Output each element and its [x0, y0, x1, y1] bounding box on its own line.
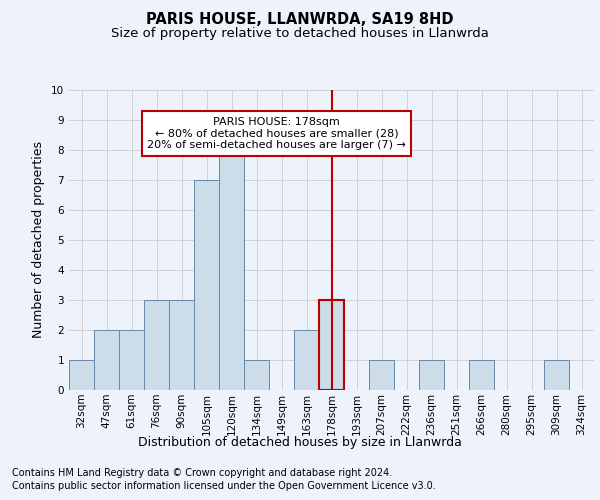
Bar	[69, 360, 94, 390]
Bar	[294, 330, 319, 390]
Text: PARIS HOUSE: 178sqm
← 80% of detached houses are smaller (28)
20% of semi-detach: PARIS HOUSE: 178sqm ← 80% of detached ho…	[147, 117, 406, 150]
Bar	[419, 360, 444, 390]
Bar	[544, 360, 569, 390]
Bar	[469, 360, 494, 390]
Text: Distribution of detached houses by size in Llanwrda: Distribution of detached houses by size …	[138, 436, 462, 449]
Bar	[144, 300, 169, 390]
Bar	[169, 300, 194, 390]
Bar	[119, 330, 144, 390]
Bar	[219, 150, 244, 390]
Y-axis label: Number of detached properties: Number of detached properties	[32, 142, 46, 338]
Bar	[194, 180, 219, 390]
Bar	[319, 300, 344, 390]
Bar	[369, 360, 394, 390]
Bar	[244, 360, 269, 390]
Text: Contains public sector information licensed under the Open Government Licence v3: Contains public sector information licen…	[12, 481, 436, 491]
Bar	[94, 330, 119, 390]
Text: Size of property relative to detached houses in Llanwrda: Size of property relative to detached ho…	[111, 28, 489, 40]
Text: Contains HM Land Registry data © Crown copyright and database right 2024.: Contains HM Land Registry data © Crown c…	[12, 468, 392, 477]
Text: PARIS HOUSE, LLANWRDA, SA19 8HD: PARIS HOUSE, LLANWRDA, SA19 8HD	[146, 12, 454, 28]
